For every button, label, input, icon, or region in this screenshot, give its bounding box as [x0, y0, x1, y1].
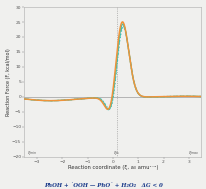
X-axis label: Reaction coordinate (ξ, a₀ amu¹⁻²): Reaction coordinate (ξ, a₀ amu¹⁻²): [67, 165, 157, 170]
Text: PhOH + ˙OOH — PhO˙ + H₂O₂   ΔG < 0: PhOH + ˙OOH — PhO˙ + H₂O₂ ΔG < 0: [44, 183, 162, 188]
Y-axis label: Reaction Force (F, kcal/mol): Reaction Force (F, kcal/mol): [6, 48, 11, 116]
Text: $\xi_{ts}$: $\xi_{ts}$: [112, 149, 120, 157]
Text: $\xi_{max}$: $\xi_{max}$: [187, 149, 199, 157]
Text: $\xi_{min}$: $\xi_{min}$: [27, 149, 37, 157]
